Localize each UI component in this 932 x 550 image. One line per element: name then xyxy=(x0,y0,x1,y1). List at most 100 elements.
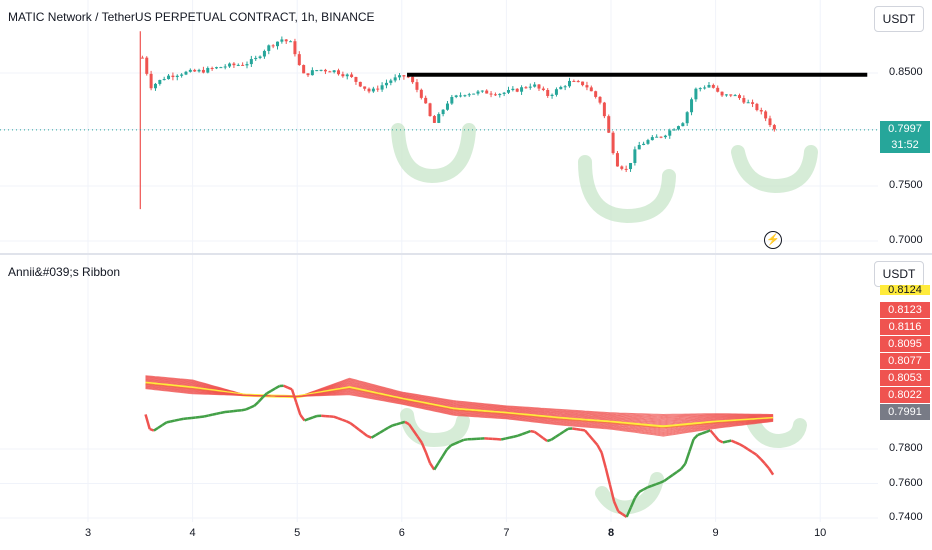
fast-ma-segment xyxy=(663,476,670,482)
candle-body xyxy=(441,109,445,115)
fast-ma-segment xyxy=(671,470,678,476)
candle-body xyxy=(345,74,349,77)
price-currency-button[interactable]: USDT xyxy=(874,6,924,32)
candle-body xyxy=(432,116,436,123)
candle-body xyxy=(759,110,763,112)
candle-body xyxy=(406,76,410,78)
candle-body xyxy=(733,95,737,97)
candle-body xyxy=(515,88,519,92)
candle-body xyxy=(676,126,680,130)
candle-body xyxy=(672,129,676,131)
candle-body xyxy=(284,39,288,42)
candle-body xyxy=(707,84,711,88)
candle-body xyxy=(180,74,184,76)
candle-body xyxy=(149,73,153,89)
candle-body xyxy=(402,75,406,77)
candle-body xyxy=(459,95,463,97)
candle-body xyxy=(629,162,633,170)
fast-ma-segment xyxy=(751,450,758,456)
fast-ma-segment xyxy=(692,434,699,441)
candle-body xyxy=(751,102,755,104)
candle-body xyxy=(498,93,502,96)
candle-body xyxy=(280,39,284,42)
candle-body xyxy=(493,94,497,96)
fast-ma-segment xyxy=(157,424,163,429)
fast-ma-segment xyxy=(509,435,514,439)
time-axis-label: 6 xyxy=(398,527,405,539)
fast-ma-segment xyxy=(396,421,402,426)
candle-body xyxy=(302,65,306,74)
pane-divider[interactable] xyxy=(0,253,932,255)
fast-ma-segment xyxy=(400,420,406,425)
fast-ma-segment xyxy=(253,400,260,407)
candle-body xyxy=(267,45,271,51)
candle-body xyxy=(415,82,419,90)
fast-ma-segment xyxy=(270,387,276,392)
fast-ma-segment xyxy=(525,429,531,434)
fast-ma-segment xyxy=(651,483,657,487)
candle-body xyxy=(703,87,707,89)
candle-body xyxy=(607,116,611,133)
candle-body xyxy=(581,81,585,86)
candle-body xyxy=(659,136,663,138)
candle-body xyxy=(690,99,694,113)
candle-body xyxy=(236,64,240,66)
fast-ma-segment xyxy=(203,414,209,418)
candle-body xyxy=(358,81,362,87)
candle-body xyxy=(140,57,144,59)
candle-body xyxy=(620,166,624,169)
fast-ma-segment xyxy=(144,414,151,430)
candle-body xyxy=(520,87,524,92)
candle-body xyxy=(258,56,262,58)
fast-ma-segment xyxy=(341,418,347,423)
candle-body xyxy=(184,71,188,75)
fast-ma-segment xyxy=(216,411,222,415)
time-axis-label: 5 xyxy=(294,527,301,539)
candle-body xyxy=(563,86,567,88)
candle-body xyxy=(742,98,746,103)
candle-body xyxy=(594,91,598,97)
candle-body xyxy=(337,70,341,75)
fast-ma-segment xyxy=(366,434,372,439)
ribbon-currency-button[interactable]: USDT xyxy=(874,261,924,287)
candle-body xyxy=(262,50,266,57)
fast-ma-segment xyxy=(166,420,171,424)
candle-body xyxy=(668,130,672,136)
candle-body xyxy=(585,85,589,88)
fast-ma-segment xyxy=(450,442,456,447)
chart-title: MATIC Network / TetherUS PERPETUAL CONTR… xyxy=(8,10,375,24)
fast-ma-segment xyxy=(308,416,314,421)
lightning-icon[interactable]: ⚡ xyxy=(764,231,782,249)
candle-body xyxy=(167,75,171,80)
fast-ma-segment xyxy=(358,428,364,434)
candle-body xyxy=(197,69,201,72)
fast-ma-segment xyxy=(533,430,540,436)
candle-body xyxy=(642,143,646,146)
fast-ma-segment xyxy=(245,406,251,411)
last-price-tag: 0.7997 xyxy=(880,121,930,137)
fast-ma-segment xyxy=(734,441,741,446)
candle-body xyxy=(323,69,327,72)
candle-body xyxy=(188,69,192,72)
fast-ma-segment xyxy=(705,429,711,434)
candle-body xyxy=(306,73,310,76)
fast-ma-segment xyxy=(550,435,557,441)
fast-ma-segment xyxy=(608,484,616,502)
candle-body xyxy=(363,86,367,89)
fast-ma-segment xyxy=(174,418,180,422)
fast-ma-segment xyxy=(538,433,544,439)
candle-body xyxy=(568,80,572,87)
candle-body xyxy=(755,103,759,111)
candle-body xyxy=(467,94,471,96)
fast-ma-segment xyxy=(290,388,298,403)
fast-ma-segment xyxy=(333,415,339,420)
candle-body xyxy=(315,70,319,72)
fast-ma-segment xyxy=(153,426,159,432)
ribbon-value-tag: 0.8053 xyxy=(880,370,930,386)
candle-body xyxy=(729,94,733,96)
candle-body xyxy=(533,84,537,87)
candle-body xyxy=(241,64,245,66)
candle-body xyxy=(428,103,432,117)
candle-body xyxy=(419,89,423,98)
fast-ma-segment xyxy=(220,410,226,415)
